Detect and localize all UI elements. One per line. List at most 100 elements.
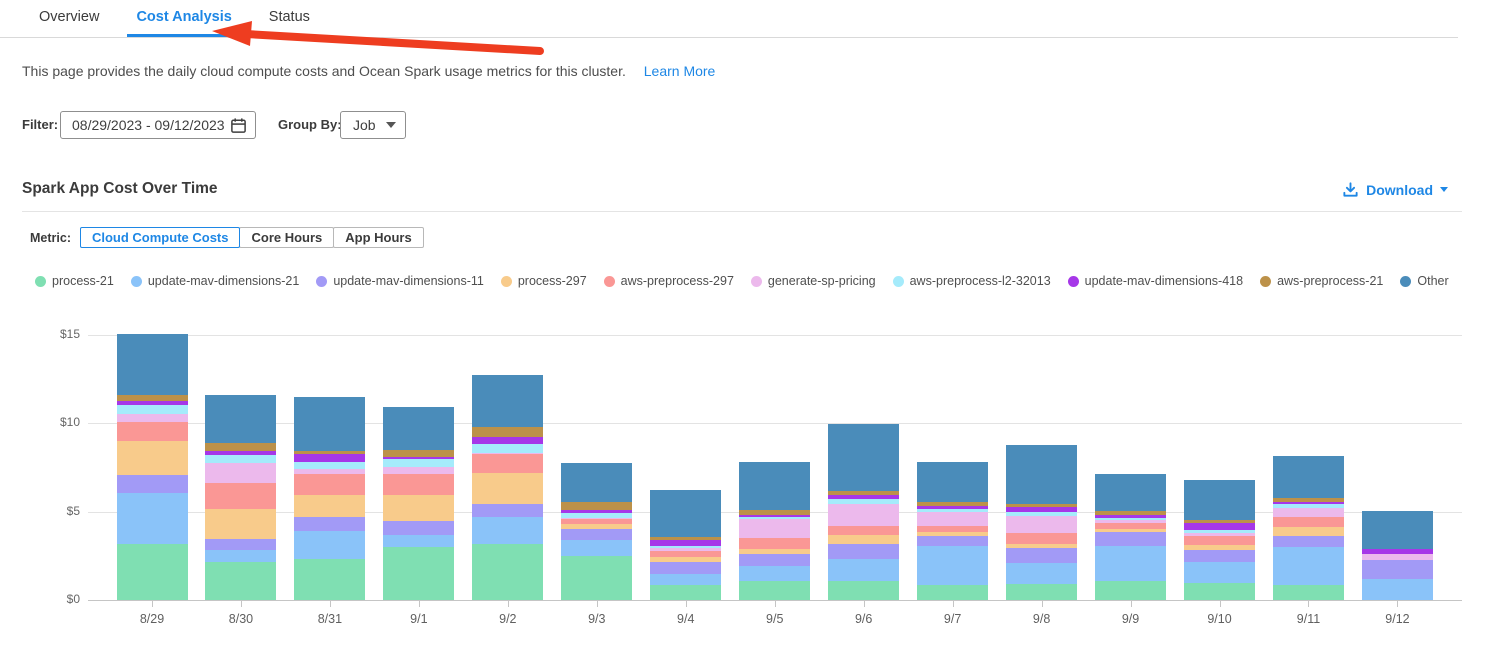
- bar-segment-9/11-Other[interactable]: [1272, 455, 1344, 499]
- bar-segment-9/3-process-297[interactable]: [561, 523, 633, 529]
- bar-segment-9/7-Other[interactable]: [917, 462, 989, 503]
- bar-segment-9/5-update-mav-dimensions-21[interactable]: [739, 566, 811, 581]
- bar-segment-9/9-aws-preprocess-297[interactable]: [1095, 522, 1167, 529]
- bar-segment-9/7-aws-preprocess-297[interactable]: [917, 525, 989, 533]
- bar-segment-8/31-aws-preprocess-l2-32013[interactable]: [294, 461, 366, 470]
- bar-segment-9/6-process-21[interactable]: [828, 580, 900, 600]
- bar-segment-9/7-update-mav-dimensions-418[interactable]: [917, 506, 989, 509]
- bar-segment-9/4-process-21[interactable]: [650, 584, 722, 600]
- bar-segment-8/30-Other[interactable]: [205, 395, 277, 444]
- bar-segment-9/1-update-mav-dimensions-418[interactable]: [383, 456, 455, 460]
- bar-segment-9/11-update-mav-dimensions-21[interactable]: [1272, 546, 1344, 585]
- bar-segment-9/1-aws-preprocess-21[interactable]: [383, 450, 455, 457]
- bar-segment-9/4-process-297[interactable]: [650, 556, 722, 563]
- bar-segment-9/8-update-mav-dimensions-21[interactable]: [1006, 562, 1078, 584]
- bar-segment-8/29-update-mav-dimensions-11[interactable]: [116, 475, 188, 494]
- bar-segment-9/3-update-mav-dimensions-418[interactable]: [561, 509, 633, 514]
- bar-segment-9/6-process-297[interactable]: [828, 534, 900, 544]
- bar-segment-9/10-update-mav-dimensions-418[interactable]: [1184, 522, 1256, 530]
- bar-segment-9/7-aws-preprocess-l2-32013[interactable]: [917, 508, 989, 513]
- bar-segment-9/11-update-mav-dimensions-11[interactable]: [1272, 535, 1344, 547]
- bar-segment-9/4-update-mav-dimensions-11[interactable]: [650, 562, 722, 574]
- bar-segment-8/31-process-21[interactable]: [294, 558, 366, 600]
- metric-option-app-hours[interactable]: App Hours: [333, 227, 424, 248]
- bar-segment-8/31-generate-sp-pricing[interactable]: [294, 469, 366, 474]
- legend-item-update-mav-dimensions-418[interactable]: update-mav-dimensions-418: [1067, 274, 1243, 288]
- bar-segment-9/6-update-mav-dimensions-11[interactable]: [828, 543, 900, 559]
- bar-segment-9/8-generate-sp-pricing[interactable]: [1006, 516, 1078, 533]
- bar-segment-9/11-update-mav-dimensions-418[interactable]: [1272, 501, 1344, 504]
- legend-item-aws-preprocess-l2-32013[interactable]: aws-preprocess-l2-32013: [892, 274, 1051, 288]
- bar-segment-9/1-process-297[interactable]: [383, 494, 455, 521]
- bar-segment-9/10-generate-sp-pricing[interactable]: [1184, 533, 1256, 536]
- legend-item-generate-sp-pricing[interactable]: generate-sp-pricing: [750, 274, 876, 288]
- bar-segment-9/6-generate-sp-pricing[interactable]: [828, 503, 900, 527]
- bar-segment-9/1-update-mav-dimensions-21[interactable]: [383, 535, 455, 548]
- bar-segment-9/12-Other[interactable]: [1361, 510, 1433, 549]
- bar-segment-8/29-update-mav-dimensions-21[interactable]: [116, 493, 188, 544]
- bar-segment-9/4-aws-preprocess-l2-32013[interactable]: [650, 546, 722, 548]
- legend-item-aws-preprocess-21[interactable]: aws-preprocess-21: [1260, 274, 1383, 288]
- bar-segment-8/30-process-21[interactable]: [205, 561, 277, 600]
- bar-segment-8/30-aws-preprocess-297[interactable]: [205, 483, 277, 509]
- bar-segment-9/11-aws-preprocess-l2-32013[interactable]: [1272, 503, 1344, 509]
- bar-segment-9/4-aws-preprocess-21[interactable]: [650, 537, 722, 540]
- bar-segment-9/9-Other[interactable]: [1095, 474, 1167, 511]
- bar-segment-8/30-generate-sp-pricing[interactable]: [205, 463, 277, 484]
- bar-segment-9/2-generate-sp-pricing[interactable]: [472, 452, 544, 455]
- bar-segment-8/29-process-297[interactable]: [116, 440, 188, 476]
- bar-segment-9/1-aws-preprocess-l2-32013[interactable]: [383, 459, 455, 468]
- bar-segment-8/31-aws-preprocess-21[interactable]: [294, 451, 366, 455]
- bar-segment-9/6-aws-preprocess-l2-32013[interactable]: [828, 499, 900, 504]
- bar-segment-9/3-aws-preprocess-l2-32013[interactable]: [561, 513, 633, 518]
- bar-segment-9/2-update-mav-dimensions-418[interactable]: [472, 436, 544, 444]
- bar-segment-9/1-process-21[interactable]: [383, 547, 455, 600]
- bar-segment-9/7-process-297[interactable]: [917, 532, 989, 537]
- legend-item-update-mav-dimensions-11[interactable]: update-mav-dimensions-11: [316, 274, 484, 288]
- bar-segment-8/31-Other[interactable]: [294, 396, 366, 452]
- bar-segment-9/11-aws-preprocess-21[interactable]: [1272, 498, 1344, 502]
- bar-segment-9/5-Other[interactable]: [739, 462, 811, 511]
- bar-segment-9/3-Other[interactable]: [561, 463, 633, 502]
- bar-segment-8/31-process-297[interactable]: [294, 494, 366, 518]
- bar-segment-9/2-update-mav-dimensions-21[interactable]: [472, 517, 544, 544]
- bar-segment-9/3-process-21[interactable]: [561, 556, 633, 600]
- bar-segment-8/31-update-mav-dimensions-21[interactable]: [294, 530, 366, 559]
- bar-segment-8/31-update-mav-dimensions-11[interactable]: [294, 517, 366, 531]
- bar-segment-8/29-process-21[interactable]: [116, 544, 188, 600]
- tab-status[interactable]: Status: [268, 9, 310, 25]
- bar-segment-9/11-process-21[interactable]: [1272, 584, 1344, 600]
- bar-segment-8/30-update-mav-dimensions-11[interactable]: [205, 539, 277, 551]
- bar-segment-9/2-Other[interactable]: [472, 374, 544, 427]
- bar-segment-9/9-process-21[interactable]: [1095, 581, 1167, 600]
- bar-segment-9/9-generate-sp-pricing[interactable]: [1095, 520, 1167, 523]
- bar-segment-9/3-aws-preprocess-21[interactable]: [561, 501, 633, 510]
- bar-segment-9/11-process-297[interactable]: [1272, 527, 1344, 536]
- bar-segment-9/10-update-mav-dimensions-11[interactable]: [1184, 549, 1256, 562]
- learn-more-link[interactable]: Learn More: [643, 63, 716, 79]
- legend-item-update-mav-dimensions-21[interactable]: update-mav-dimensions-21: [130, 274, 299, 288]
- bar-segment-9/5-generate-sp-pricing[interactable]: [739, 519, 811, 538]
- bar-segment-9/7-aws-preprocess-21[interactable]: [917, 502, 989, 507]
- bar-segment-9/6-aws-preprocess-297[interactable]: [828, 526, 900, 535]
- bar-segment-8/30-process-297[interactable]: [205, 508, 277, 540]
- tab-overview[interactable]: Overview: [39, 9, 100, 25]
- legend-item-aws-preprocess-297[interactable]: aws-preprocess-297: [603, 274, 734, 288]
- bar-segment-8/30-update-mav-dimensions-418[interactable]: [205, 450, 277, 455]
- bar-segment-9/12-update-mav-dimensions-418[interactable]: [1361, 548, 1433, 554]
- bar-segment-9/10-aws-preprocess-21[interactable]: [1184, 519, 1256, 523]
- bar-segment-9/8-process-21[interactable]: [1006, 583, 1078, 600]
- bar-segment-9/12-update-mav-dimensions-11[interactable]: [1361, 559, 1433, 579]
- bar-segment-9/1-aws-preprocess-297[interactable]: [383, 473, 455, 495]
- bar-segment-9/9-process-297[interactable]: [1095, 528, 1167, 533]
- bar-segment-9/2-aws-preprocess-l2-32013[interactable]: [472, 443, 544, 453]
- bar-segment-9/5-update-mav-dimensions-11[interactable]: [739, 553, 811, 567]
- bar-segment-9/8-update-mav-dimensions-418[interactable]: [1006, 507, 1078, 513]
- bar-segment-8/30-update-mav-dimensions-21[interactable]: [205, 550, 277, 562]
- bar-segment-9/5-process-21[interactable]: [739, 580, 811, 600]
- bar-segment-9/8-Other[interactable]: [1006, 445, 1078, 504]
- bar-segment-9/4-update-mav-dimensions-418[interactable]: [650, 539, 722, 547]
- bar-segment-9/9-aws-preprocess-l2-32013[interactable]: [1095, 517, 1167, 521]
- bar-segment-8/31-update-mav-dimensions-418[interactable]: [294, 454, 366, 462]
- bar-segment-8/29-aws-preprocess-297[interactable]: [116, 422, 188, 441]
